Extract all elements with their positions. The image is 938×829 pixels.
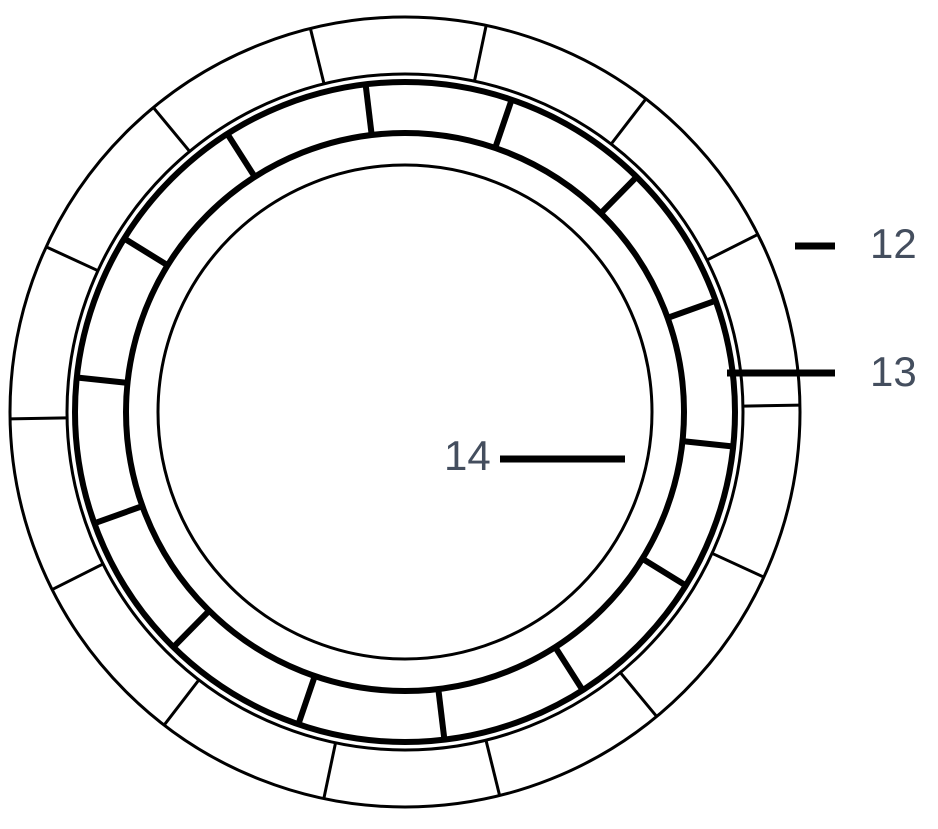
callout-label: 13 [870, 348, 917, 395]
callout-label: 12 [870, 220, 917, 267]
cross-section-diagram: 12 13 14 [0, 0, 938, 829]
rings [10, 17, 800, 807]
callout-label: 14 [444, 432, 491, 479]
